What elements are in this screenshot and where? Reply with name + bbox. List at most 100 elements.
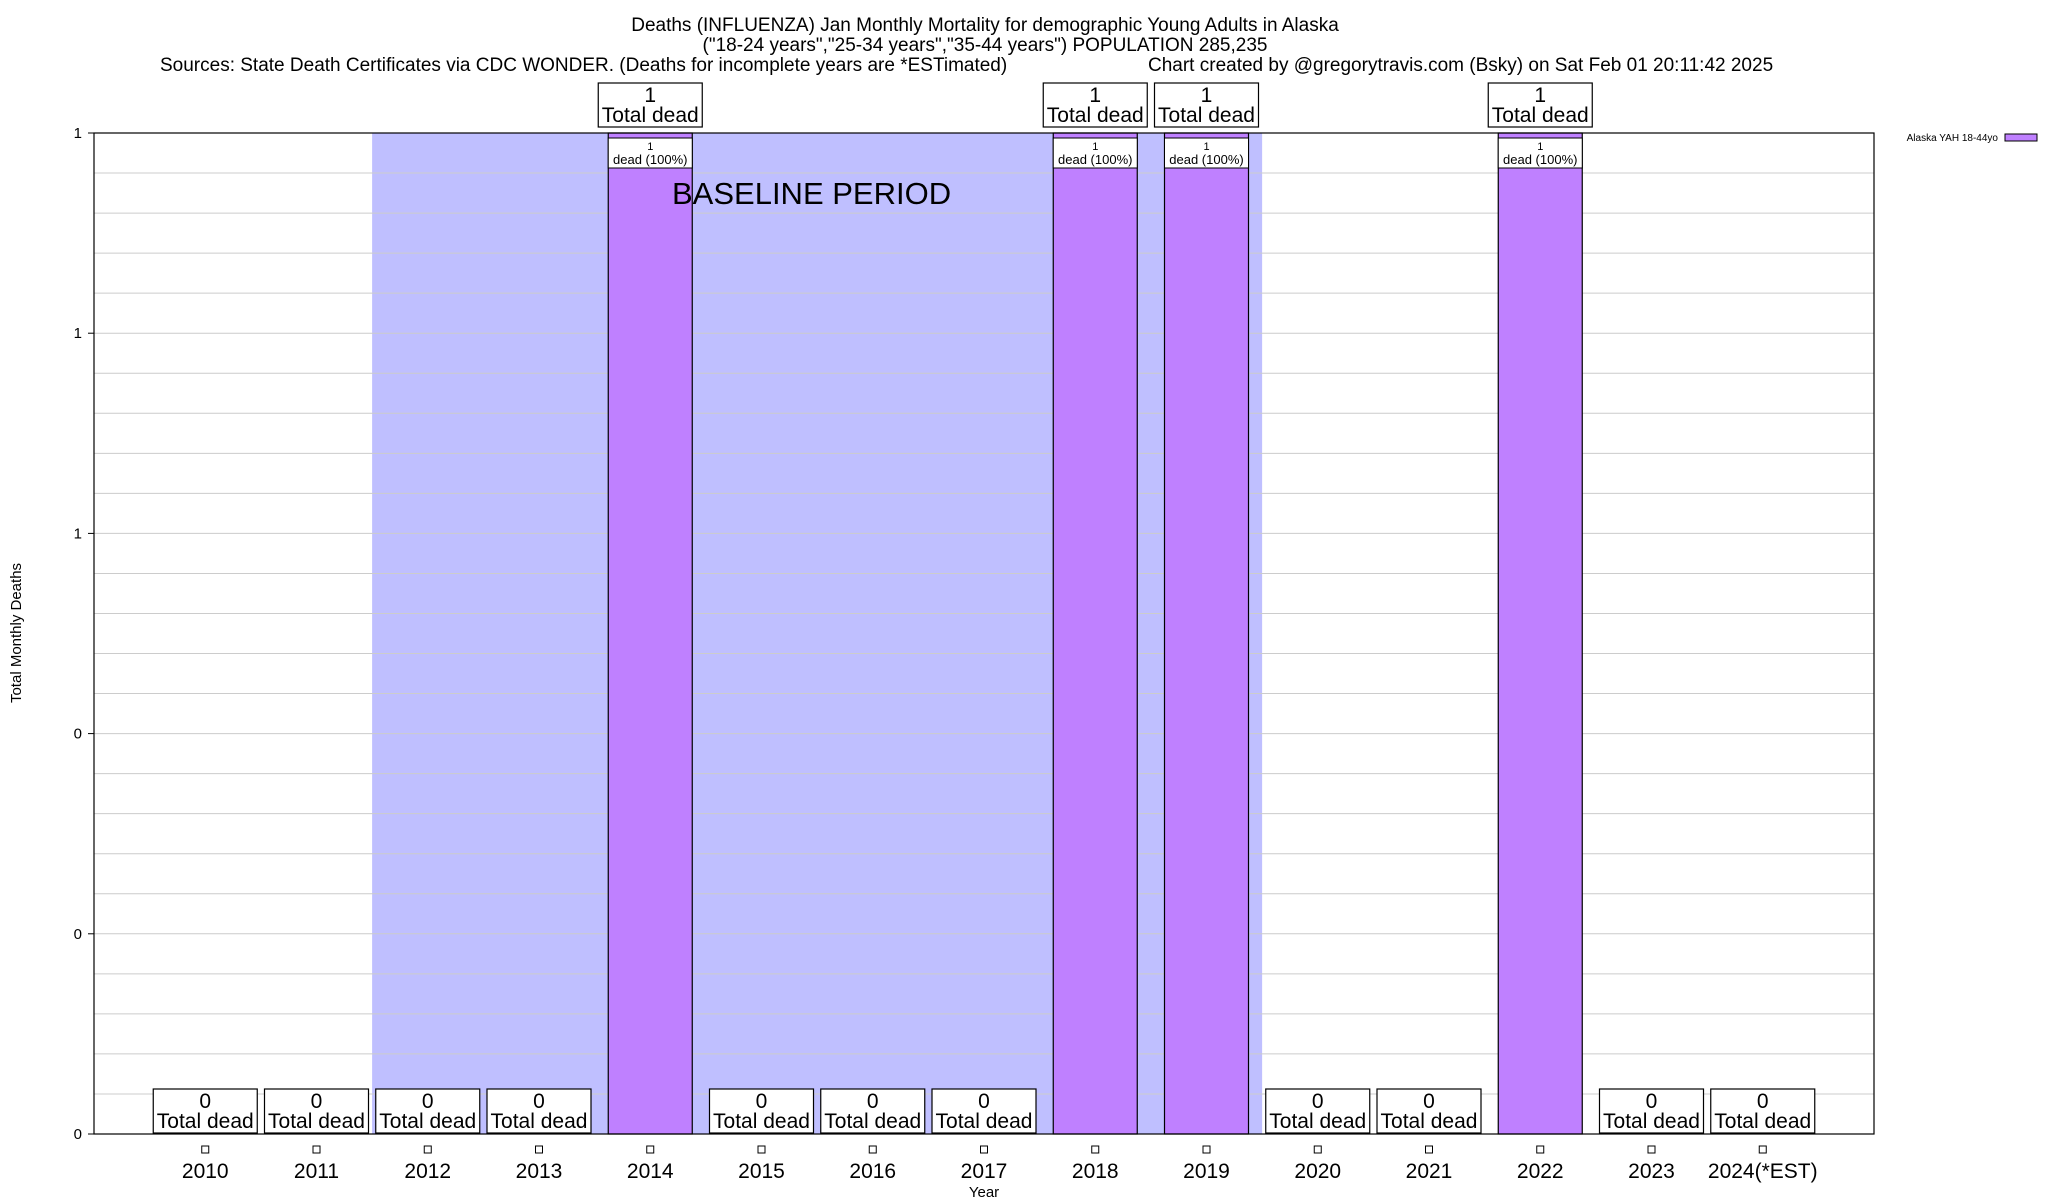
- baseline-period-label: BASELINE PERIOD: [672, 176, 951, 211]
- total-label-box: [1710, 1088, 1816, 1134]
- y-axis-label: Total Monthly Deaths: [8, 563, 25, 703]
- bar-data-label-text: dead (100%): [1058, 152, 1132, 167]
- axis-layer: 0 0 0 1 1 1 2010 2011 2012 2013 2014 2015 2016 2017 20…: [74, 125, 1818, 1183]
- total-label-text: Total dead: [1381, 1110, 1478, 1133]
- plot-frame: [93, 132, 1875, 1135]
- total-label-count: 1: [1089, 84, 1101, 107]
- bar-2019: [1163, 132, 1250, 1135]
- total-label-text: Total dead: [379, 1110, 476, 1133]
- y-tick-label: 1: [74, 325, 82, 342]
- total-label-text: Total dead: [824, 1110, 921, 1133]
- x-tick-marker: [868, 1145, 877, 1154]
- chart-title-line-1: Deaths (INFLUENZA) Jan Monthly Mortality…: [631, 15, 1339, 36]
- x-axis-label: Year: [969, 1184, 999, 1200]
- total-label-count: 0: [756, 1090, 768, 1113]
- total-label-box: [152, 1088, 258, 1134]
- x-tick-label: 2023: [1628, 1160, 1675, 1183]
- total-label-count: 0: [1646, 1090, 1658, 1113]
- total-label-count: 0: [1757, 1090, 1769, 1113]
- bar-data-label-box: [1052, 137, 1138, 169]
- total-label-box: [597, 82, 703, 128]
- total-label-count: 1: [1534, 84, 1546, 107]
- x-tick-label: 2022: [1517, 1160, 1564, 1183]
- bar-data-label-count: 1: [1203, 141, 1209, 153]
- total-label-box: [375, 1088, 481, 1134]
- x-tick-marker: [757, 1145, 766, 1154]
- bar-2022: [1497, 132, 1583, 1135]
- x-tick-marker: [201, 1145, 210, 1154]
- bar-data-label-box: [1164, 137, 1249, 169]
- x-tick-label: 2021: [1406, 1160, 1453, 1183]
- x-tick-label: 2018: [1072, 1160, 1119, 1183]
- bar-data-label-text: dead (100%): [613, 152, 687, 167]
- total-label-text: Total dead: [713, 1110, 810, 1133]
- x-tick-marker: [535, 1145, 543, 1154]
- x-tick-label: 2012: [404, 1160, 451, 1183]
- total-label-text: Total dead: [936, 1110, 1033, 1133]
- total-label-box: [1042, 82, 1148, 128]
- total-label-box: [820, 1088, 926, 1134]
- x-tick-label: 2016: [849, 1160, 896, 1183]
- bar-data-label-count: 1: [1092, 141, 1098, 153]
- bar-2018: [1052, 132, 1138, 1135]
- total-label-text: Total dead: [602, 104, 699, 127]
- x-tick-label: 2020: [1294, 1160, 1341, 1183]
- total-label-box: [1153, 82, 1260, 128]
- total-label-count: 0: [422, 1090, 434, 1113]
- total-label-count: 0: [1312, 1090, 1324, 1113]
- legend-swatch: [2004, 133, 2038, 142]
- total-label-text: Total dead: [157, 1110, 254, 1133]
- x-tick-marker: [980, 1145, 988, 1154]
- total-label-box: [1598, 1088, 1705, 1134]
- y-tick-label: 0: [74, 726, 82, 743]
- total-label-count: 0: [533, 1090, 545, 1113]
- bar-data-label-count: 1: [1537, 141, 1543, 153]
- total-label-box: [708, 1088, 815, 1134]
- total-label-box: [1487, 82, 1593, 128]
- total-label-text: Total dead: [1603, 1110, 1700, 1133]
- total-label-box: [486, 1088, 592, 1134]
- x-tick-marker: [312, 1145, 321, 1154]
- total-label-text: Total dead: [1492, 104, 1589, 127]
- y-tick-label: 1: [74, 525, 82, 542]
- bar-data-label-count: 1: [647, 141, 653, 153]
- total-label-count: 0: [867, 1090, 879, 1113]
- x-tick-label: 2010: [182, 1160, 229, 1183]
- y-tick-label: 1: [74, 125, 82, 142]
- x-tick-label: 2017: [961, 1160, 1008, 1183]
- bar-2014: [607, 132, 693, 1135]
- total-label-text: Total dead: [268, 1110, 365, 1133]
- total-label-count: 0: [311, 1090, 323, 1113]
- total-label-text: Total dead: [1269, 1110, 1366, 1133]
- x-tick-marker: [423, 1145, 432, 1154]
- total-label-box: [1265, 1088, 1371, 1134]
- x-tick-marker: [646, 1145, 655, 1154]
- total-label-box: [263, 1088, 370, 1134]
- total-label-count: 0: [1423, 1090, 1435, 1113]
- bar-data-label-box: [607, 137, 693, 169]
- y-tick-label: 0: [74, 926, 82, 943]
- total-label-text: Total dead: [1158, 104, 1255, 127]
- bar-data-label-text: dead (100%): [1169, 152, 1243, 167]
- bars-layer: [607, 132, 1583, 1135]
- x-tick-marker: [1091, 1145, 1100, 1154]
- x-tick-label: 2019: [1183, 1160, 1230, 1183]
- total-label-box: [931, 1088, 1037, 1134]
- x-tick-marker: [1647, 1145, 1656, 1154]
- total-label-box: [1376, 1088, 1482, 1134]
- bar-data-label-text: dead (100%): [1503, 152, 1577, 167]
- total-label-text: Total dead: [1047, 104, 1144, 127]
- chart-sources: Sources: State Death Certificates via CD…: [160, 55, 1007, 76]
- total-label-text: Total dead: [491, 1110, 588, 1133]
- total-label-count: 0: [978, 1090, 990, 1113]
- total-label-count: 1: [1201, 84, 1213, 107]
- chart-title-line-2: ("18-24 years","25-34 years","35-44 year…: [703, 35, 1268, 56]
- legend-label: Alaska YAH 18-44yo: [1907, 133, 1999, 144]
- baseline-label-layer: BASELINE PERIOD: [672, 176, 951, 211]
- total-label-count: 1: [644, 84, 656, 107]
- total-label-text: Total dead: [1714, 1110, 1811, 1133]
- x-tick-label: 2013: [516, 1160, 563, 1183]
- bar-data-label-box: [1497, 137, 1583, 169]
